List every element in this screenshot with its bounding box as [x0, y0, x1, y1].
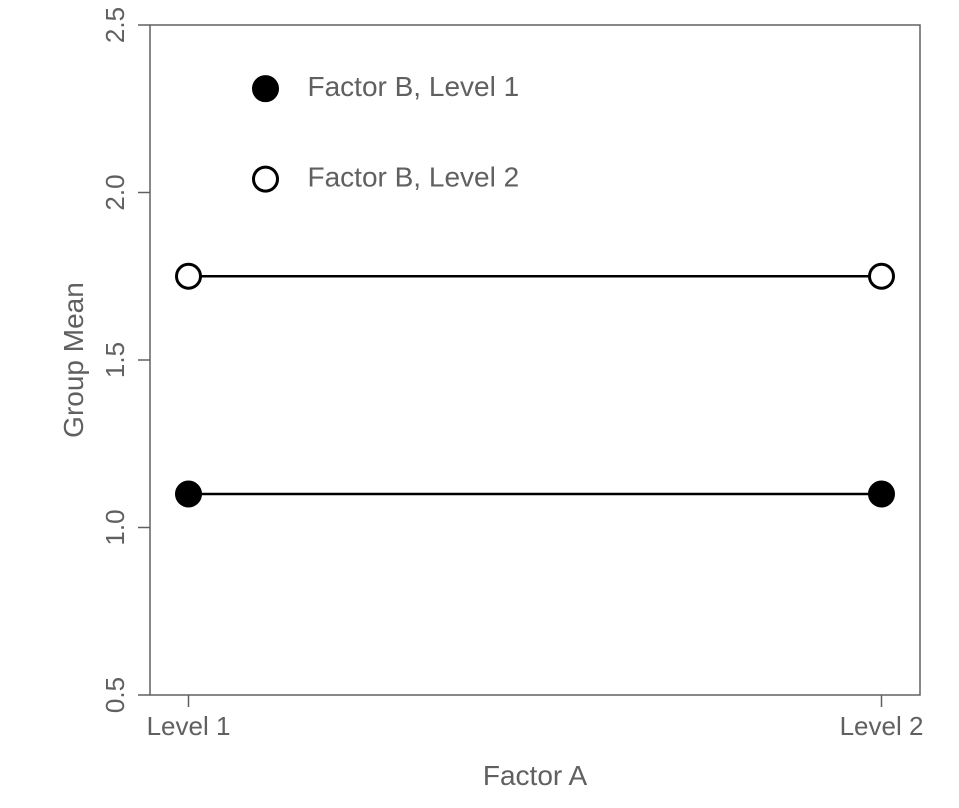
y-tick-label: 2.0 [100, 174, 130, 210]
y-tick-label: 0.5 [100, 677, 130, 713]
series-marker [870, 482, 894, 506]
interaction-plot: 0.5 1.0 1.5 2.0 2.5 Group Mean Level 1 Level 2 F… [0, 0, 959, 808]
x-tick-label: Level 1 [147, 711, 231, 741]
legend-marker [254, 167, 278, 191]
series-marker [870, 264, 894, 288]
legend-marker [254, 77, 278, 101]
series-marker [177, 482, 201, 506]
series-marker [177, 264, 201, 288]
legend-label: Factor B, Level 1 [308, 71, 520, 102]
y-axis-title: Group Mean [58, 282, 89, 438]
legend-label: Factor B, Level 2 [308, 161, 520, 192]
chart-background [0, 0, 959, 808]
x-tick-label: Level 2 [840, 711, 924, 741]
y-tick-label: 1.5 [100, 342, 130, 378]
x-axis-title: Factor A [483, 760, 588, 791]
y-tick-label: 1.0 [100, 509, 130, 545]
y-tick-label: 2.5 [100, 7, 130, 43]
